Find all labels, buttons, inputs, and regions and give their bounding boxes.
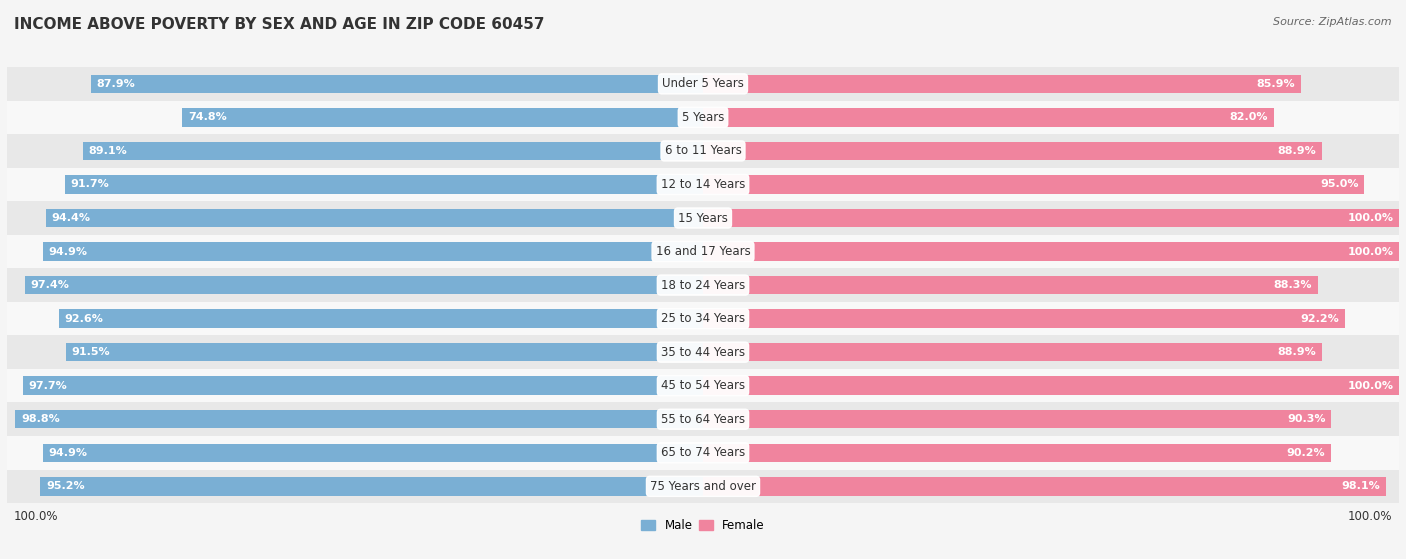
Text: 15 Years: 15 Years — [678, 211, 728, 225]
Bar — [46, 209, 703, 227]
Text: 55 to 64 Years: 55 to 64 Years — [661, 413, 745, 426]
Bar — [7, 369, 1399, 402]
Text: 95.0%: 95.0% — [1320, 179, 1358, 190]
Bar — [7, 235, 1399, 268]
Text: 97.7%: 97.7% — [28, 381, 67, 391]
Text: 91.5%: 91.5% — [72, 347, 111, 357]
Bar — [7, 335, 1399, 369]
Bar — [42, 243, 703, 260]
Bar — [703, 243, 1399, 260]
Text: 35 to 44 Years: 35 to 44 Years — [661, 345, 745, 359]
Bar — [703, 310, 1344, 328]
Text: 65 to 74 Years: 65 to 74 Years — [661, 446, 745, 459]
Bar — [703, 410, 1331, 428]
Bar — [7, 402, 1399, 436]
Text: 89.1%: 89.1% — [89, 146, 127, 156]
Bar — [7, 67, 1399, 101]
Bar — [7, 436, 1399, 470]
Text: 25 to 34 Years: 25 to 34 Years — [661, 312, 745, 325]
Bar — [703, 175, 1364, 193]
Text: 85.9%: 85.9% — [1257, 79, 1295, 89]
Text: 97.4%: 97.4% — [31, 280, 69, 290]
Bar — [703, 209, 1399, 227]
Text: 94.4%: 94.4% — [52, 213, 90, 223]
Text: 100.0%: 100.0% — [1347, 381, 1393, 391]
Bar — [91, 74, 703, 93]
Text: Source: ZipAtlas.com: Source: ZipAtlas.com — [1274, 17, 1392, 27]
Text: 12 to 14 Years: 12 to 14 Years — [661, 178, 745, 191]
Text: 90.3%: 90.3% — [1288, 414, 1326, 424]
Bar — [59, 310, 703, 328]
Bar — [703, 477, 1386, 496]
Text: 88.9%: 88.9% — [1278, 347, 1316, 357]
Bar — [15, 410, 703, 428]
Text: 5 Years: 5 Years — [682, 111, 724, 124]
Text: 95.2%: 95.2% — [46, 481, 84, 491]
Text: 90.2%: 90.2% — [1286, 448, 1326, 458]
Legend: Male, Female: Male, Female — [637, 514, 769, 537]
Text: 87.9%: 87.9% — [97, 79, 135, 89]
Bar — [66, 343, 703, 361]
Bar — [42, 444, 703, 462]
Text: 100.0%: 100.0% — [1347, 510, 1392, 523]
Bar — [7, 168, 1399, 201]
Bar — [65, 175, 703, 193]
Bar — [703, 444, 1330, 462]
Text: 98.8%: 98.8% — [21, 414, 59, 424]
Bar — [703, 108, 1274, 126]
Bar — [22, 377, 703, 395]
Text: 94.9%: 94.9% — [48, 448, 87, 458]
Text: 16 and 17 Years: 16 and 17 Years — [655, 245, 751, 258]
Text: 88.3%: 88.3% — [1274, 280, 1312, 290]
Text: 74.8%: 74.8% — [188, 112, 226, 122]
Text: 100.0%: 100.0% — [1347, 247, 1393, 257]
Bar — [7, 101, 1399, 134]
Bar — [41, 477, 703, 496]
Text: 18 to 24 Years: 18 to 24 Years — [661, 278, 745, 292]
Text: INCOME ABOVE POVERTY BY SEX AND AGE IN ZIP CODE 60457: INCOME ABOVE POVERTY BY SEX AND AGE IN Z… — [14, 17, 544, 32]
Text: 100.0%: 100.0% — [1347, 213, 1393, 223]
Bar — [703, 276, 1317, 294]
Bar — [7, 302, 1399, 335]
Text: Under 5 Years: Under 5 Years — [662, 77, 744, 91]
Text: 6 to 11 Years: 6 to 11 Years — [665, 144, 741, 158]
Bar — [703, 377, 1399, 395]
Bar — [703, 74, 1301, 93]
Text: 94.9%: 94.9% — [48, 247, 87, 257]
Bar — [183, 108, 703, 126]
Text: 75 Years and over: 75 Years and over — [650, 480, 756, 493]
Bar — [83, 142, 703, 160]
Text: 91.7%: 91.7% — [70, 179, 110, 190]
Bar — [7, 268, 1399, 302]
Text: 98.1%: 98.1% — [1341, 481, 1381, 491]
Bar — [7, 470, 1399, 503]
Text: 88.9%: 88.9% — [1278, 146, 1316, 156]
Text: 92.6%: 92.6% — [65, 314, 103, 324]
Text: 45 to 54 Years: 45 to 54 Years — [661, 379, 745, 392]
Bar — [7, 134, 1399, 168]
Text: 82.0%: 82.0% — [1230, 112, 1268, 122]
Bar — [25, 276, 703, 294]
Bar — [703, 142, 1322, 160]
Bar — [7, 201, 1399, 235]
Text: 92.2%: 92.2% — [1301, 314, 1339, 324]
Bar — [703, 343, 1322, 361]
Text: 100.0%: 100.0% — [14, 510, 59, 523]
